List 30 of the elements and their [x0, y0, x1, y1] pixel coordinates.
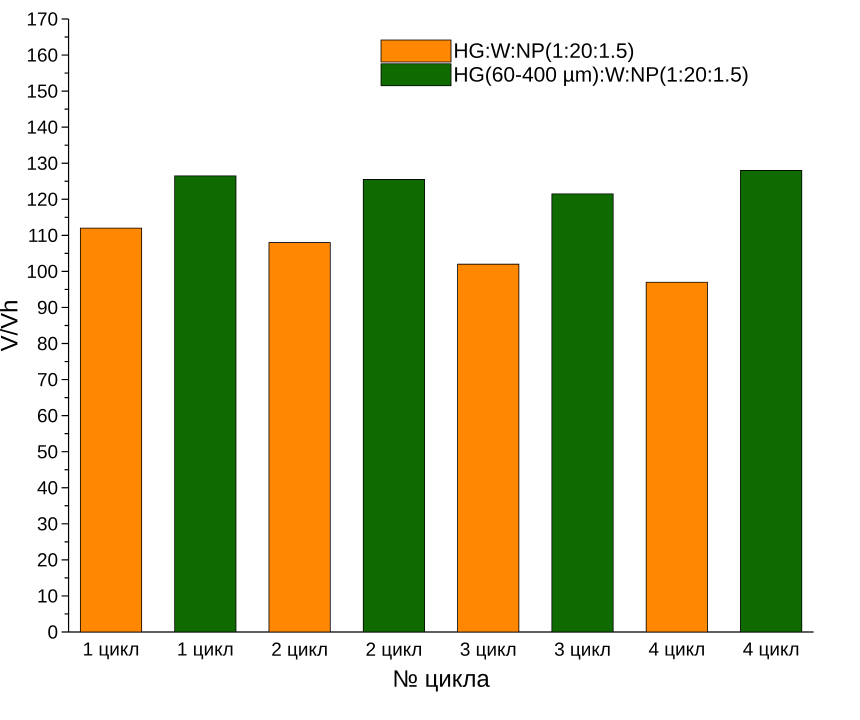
y-tick-label: 160 — [28, 48, 58, 62]
y-tick-label: 20 — [38, 553, 58, 567]
x-tick-label: 3 цикл — [554, 642, 610, 660]
y-tick-label: 90 — [38, 300, 58, 314]
y-tick-label: 60 — [38, 408, 58, 422]
y-tick-label: 100 — [28, 264, 58, 278]
y-tick-label: 30 — [38, 517, 58, 531]
y-tick-label: 140 — [28, 120, 58, 134]
x-tick-label: 4 цикл — [743, 642, 798, 660]
y-tick-label: 110 — [29, 228, 58, 242]
x-tick-label: 1 цикл — [178, 642, 232, 660]
y-tick-label: 120 — [28, 192, 58, 206]
x-tick-label: 3 цикл — [460, 642, 516, 660]
x-tick-label: 4 цикл — [648, 642, 704, 660]
y-tick-label: 150 — [28, 84, 58, 98]
y-axis-title: V/Vh — [0, 301, 18, 352]
y-tick-label: 10 — [38, 589, 58, 603]
x-axis-title: № цикла — [394, 670, 490, 692]
legend-label: HG(60-400 µm):W:NP(1:20:1.5) — [455, 66, 748, 86]
x-tick-label: 2 цикл — [366, 642, 421, 660]
x-tick-label: 2 цикл — [272, 642, 327, 660]
y-tick-label: 70 — [38, 372, 58, 386]
y-tick-label: 130 — [28, 156, 58, 170]
y-tick-label: 40 — [37, 481, 58, 494]
y-tick-label: 0 — [48, 625, 58, 639]
y-tick-label: 170 — [28, 12, 58, 26]
x-tick-label: 1 цикл — [84, 642, 138, 660]
y-tick-label: 80 — [38, 336, 58, 350]
y-tick-label: 50 — [38, 444, 58, 458]
legend-label: HG:W:NP(1:20:1.5) — [455, 42, 634, 62]
